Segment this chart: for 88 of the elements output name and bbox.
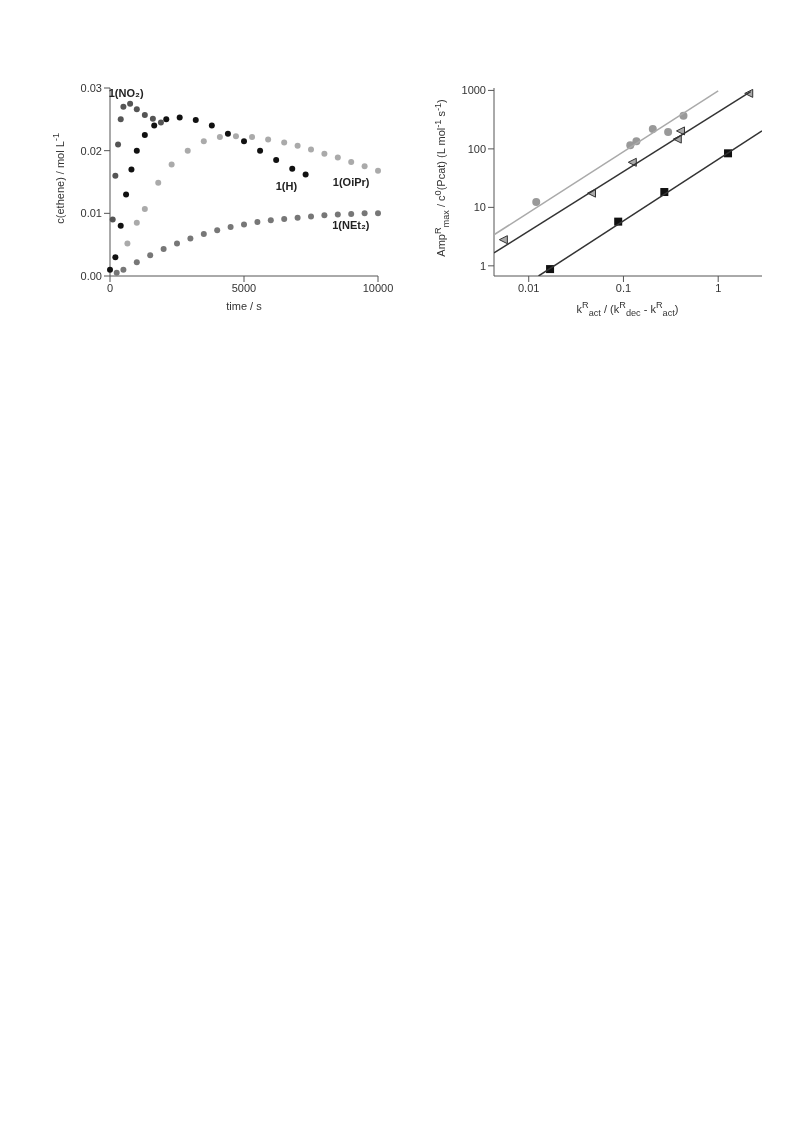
point [308, 146, 314, 153]
point [249, 133, 256, 140]
point [124, 240, 131, 247]
point [216, 133, 223, 140]
series-label: 1(H) [275, 179, 298, 192]
point [348, 210, 355, 217]
point [147, 252, 154, 259]
point [294, 214, 301, 221]
point [115, 141, 122, 148]
point [157, 119, 164, 126]
point [107, 266, 113, 273]
point [200, 231, 207, 238]
y-tick-label: 1 [479, 259, 486, 272]
point [187, 235, 194, 242]
x-tick-label: 10000 [362, 281, 394, 294]
point [184, 147, 191, 154]
point [232, 133, 239, 140]
point [113, 269, 120, 276]
y-tick-label: 0.03 [80, 81, 102, 94]
point [241, 138, 247, 145]
point [224, 130, 231, 137]
point [151, 122, 158, 129]
point [141, 205, 148, 212]
y-tick-label: 0.00 [80, 269, 102, 282]
point [117, 222, 124, 229]
point [254, 219, 261, 226]
y-tick-label: 1000 [461, 84, 486, 97]
point [155, 179, 162, 186]
x-tick-label: 0.1 [615, 281, 631, 294]
point [214, 227, 221, 234]
point [141, 132, 148, 138]
point [120, 103, 127, 110]
point [163, 116, 170, 123]
point [128, 166, 135, 173]
point [375, 167, 381, 174]
point [302, 171, 309, 178]
text: k$^{R}$$_{act}$ / (k$^{R}$$_{dec}$ - k$^{R}$$_{act}$) [576, 300, 679, 318]
point [117, 116, 124, 123]
x-axis-title: time / s [225, 300, 263, 312]
y-tick-label: 0.02 [80, 144, 102, 157]
point [308, 213, 314, 220]
point [109, 216, 116, 223]
point [192, 116, 199, 123]
point [281, 215, 288, 222]
point [168, 161, 175, 168]
point [227, 224, 234, 231]
y-tick-label: 0.01 [80, 207, 102, 220]
point [348, 158, 355, 165]
point [133, 147, 140, 154]
point [265, 136, 272, 143]
point [361, 163, 368, 170]
point [208, 122, 215, 129]
series-label: 1(NEt₂) [332, 218, 370, 231]
point [133, 259, 140, 266]
point [334, 154, 341, 161]
point [289, 165, 296, 172]
series-label: 1(OiPr) [332, 176, 370, 189]
point [141, 111, 148, 118]
point [273, 157, 280, 164]
point [361, 210, 368, 217]
point [294, 142, 301, 149]
point [281, 139, 288, 146]
point [334, 211, 341, 218]
y-tick-label: 10 [473, 201, 486, 214]
point [241, 221, 247, 228]
point [123, 191, 130, 198]
point [174, 240, 180, 247]
point [321, 150, 328, 157]
point [149, 115, 156, 122]
point [112, 172, 119, 179]
point [176, 114, 183, 121]
x-tick-label: 5000 [231, 281, 257, 294]
point [375, 210, 381, 217]
x-tick-label: 1 [714, 281, 721, 294]
point [200, 138, 207, 145]
point [120, 266, 127, 273]
point [127, 100, 134, 107]
point [133, 219, 140, 226]
point [160, 246, 167, 253]
series-label: 1(NO₂) [108, 87, 144, 100]
point [267, 217, 274, 224]
point [112, 254, 119, 261]
point [321, 212, 328, 219]
x-tick-label: 0 [106, 281, 114, 294]
point [133, 106, 140, 113]
x-tick-label: 0.01 [517, 281, 539, 294]
point [257, 147, 264, 154]
y-tick-label: 100 [467, 142, 486, 155]
